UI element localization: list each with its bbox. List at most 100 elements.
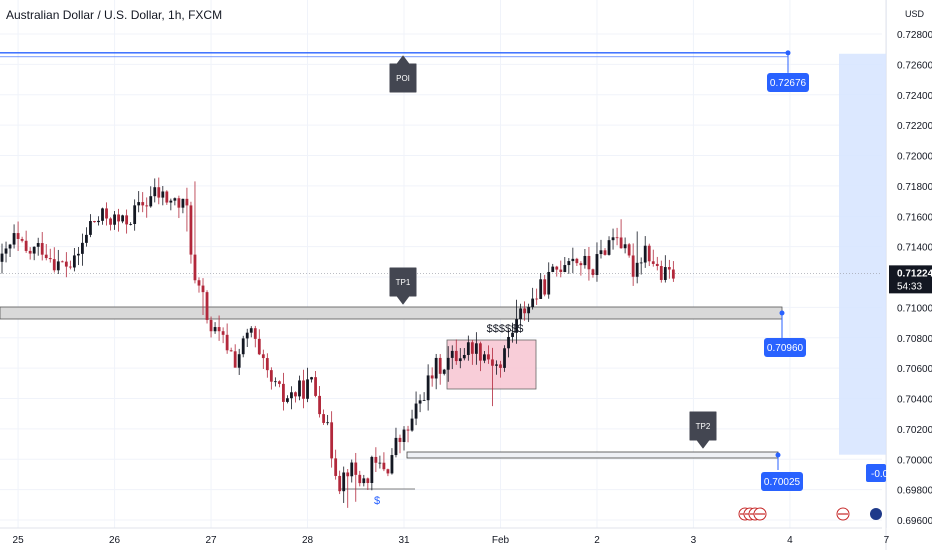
candle-body bbox=[647, 245, 651, 262]
candle-body bbox=[101, 208, 104, 221]
candle-body bbox=[181, 198, 185, 208]
candle-body bbox=[430, 375, 434, 379]
candle-body bbox=[294, 392, 297, 397]
candle-body bbox=[0, 253, 4, 262]
candle-body bbox=[153, 187, 157, 197]
candle-body bbox=[205, 292, 209, 320]
last-price-text: 0.71224 bbox=[897, 268, 932, 279]
candle-body bbox=[209, 319, 213, 332]
tp1-callout-label: TP1 bbox=[396, 278, 411, 287]
candle-body bbox=[81, 242, 84, 254]
candle-body bbox=[185, 198, 189, 206]
partial-price-bg bbox=[866, 464, 886, 482]
candle-body bbox=[97, 220, 100, 223]
candle-body bbox=[390, 455, 394, 474]
candle-body bbox=[44, 254, 48, 259]
x-tick-label: 31 bbox=[398, 535, 410, 546]
x-tick-label: 28 bbox=[302, 535, 314, 546]
candle-body bbox=[483, 354, 486, 361]
candle-body bbox=[519, 308, 522, 320]
candle-body bbox=[559, 269, 563, 273]
tp1-zone[interactable] bbox=[0, 306, 783, 320]
candle-body bbox=[362, 478, 366, 484]
tp1-callout[interactable]: TP1 bbox=[389, 267, 417, 305]
candle-body bbox=[643, 245, 647, 263]
candle-body bbox=[410, 418, 414, 431]
candle-body bbox=[515, 319, 518, 333]
y-tick-label: 0.70400 bbox=[897, 395, 932, 406]
y-tick-label: 0.70000 bbox=[897, 455, 932, 466]
candle-body bbox=[523, 308, 527, 314]
candle-body bbox=[527, 307, 531, 314]
tp2-zone[interactable] bbox=[406, 451, 779, 459]
x-tick-label: 4 bbox=[787, 535, 793, 546]
candle-body bbox=[571, 258, 575, 262]
candle-body bbox=[531, 298, 535, 308]
last-price-badge[interactable]: 0.71224 54:33 bbox=[889, 265, 932, 294]
grid bbox=[0, 0, 887, 528]
low-marker-label: $ bbox=[374, 495, 380, 507]
candle-body bbox=[334, 458, 338, 476]
candle-body bbox=[129, 223, 133, 225]
candle-body bbox=[225, 334, 229, 351]
poi-callout[interactable]: POI bbox=[389, 55, 417, 93]
candle-body bbox=[382, 462, 386, 470]
tp1-price-label-bg bbox=[764, 338, 806, 357]
candle-body bbox=[663, 267, 667, 280]
candle-body bbox=[627, 244, 631, 256]
candle-body bbox=[213, 327, 217, 332]
time-axis[interactable]: 25 26 27 28 31 Feb 2 3 4 7 bbox=[13, 535, 890, 546]
candle-body bbox=[495, 364, 498, 366]
candle-body bbox=[446, 357, 450, 370]
candle-body bbox=[535, 298, 539, 300]
candle-body bbox=[217, 327, 221, 332]
y-tick-label: 0.70200 bbox=[897, 425, 932, 436]
candle-body bbox=[157, 187, 161, 198]
candle-body bbox=[398, 437, 402, 442]
candle-body bbox=[93, 221, 96, 223]
partial-price-label[interactable]: -0.0 bbox=[866, 464, 889, 482]
candle-body bbox=[462, 354, 466, 359]
candle-body bbox=[651, 261, 655, 264]
candle-body bbox=[76, 253, 80, 256]
candle-body bbox=[555, 266, 559, 270]
last-price-bg bbox=[889, 265, 932, 294]
tp2-price-label-bg bbox=[761, 472, 803, 491]
candle-body bbox=[466, 342, 470, 355]
y-tick-label: 0.69800 bbox=[897, 486, 932, 497]
tp2-callout[interactable]: TP2 bbox=[689, 411, 717, 449]
candle-body bbox=[72, 255, 76, 268]
candle-body bbox=[265, 358, 269, 371]
au-flag-icon[interactable] bbox=[870, 508, 882, 520]
tp2-price-label-text: 0.70025 bbox=[764, 477, 801, 488]
candle-body bbox=[342, 472, 346, 492]
candle-body bbox=[48, 258, 52, 260]
candle-body bbox=[507, 336, 510, 349]
candle-body bbox=[551, 266, 555, 272]
candle-body bbox=[374, 456, 378, 463]
candle-body bbox=[503, 348, 506, 368]
y-tick-label: 0.69600 bbox=[897, 516, 932, 527]
candle-body bbox=[233, 351, 237, 368]
candle-body bbox=[161, 191, 165, 198]
tp2-callout-shape bbox=[689, 411, 717, 449]
price-axis[interactable]: 0.72800 0.72600 0.72400 0.72200 0.72000 0.718… bbox=[897, 9, 932, 527]
candle-body bbox=[56, 261, 60, 271]
candle-body bbox=[64, 261, 68, 267]
candle-body bbox=[603, 250, 607, 255]
poi-price-label[interactable]: 0.72676 bbox=[767, 73, 809, 92]
poi-callout-shape bbox=[389, 55, 417, 93]
y-tick-label: 0.71600 bbox=[897, 212, 932, 223]
candle-body bbox=[450, 350, 454, 358]
x-tick-label: 27 bbox=[205, 535, 217, 546]
tp2-price-label[interactable]: 0.70025 bbox=[761, 472, 803, 491]
candle-body bbox=[499, 364, 502, 368]
y-tick-label: 0.72600 bbox=[897, 60, 932, 71]
tp1-price-label[interactable]: 0.70960 bbox=[764, 338, 806, 357]
poi-price-label-text: 0.72676 bbox=[770, 78, 807, 89]
candle-body bbox=[16, 233, 20, 239]
candle-body bbox=[326, 422, 330, 424]
economic-events[interactable] bbox=[738, 507, 882, 521]
